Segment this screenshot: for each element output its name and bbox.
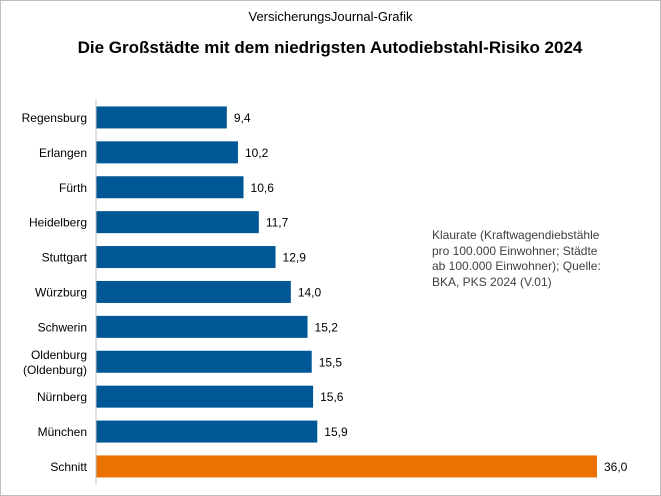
bar-0 — [96, 106, 227, 129]
value-label-8: 15,6 — [320, 390, 344, 404]
category-label-0: Regensburg — [22, 111, 87, 125]
value-label-4: 12,9 — [283, 251, 307, 265]
bar-2 — [96, 176, 244, 199]
bars-group — [96, 106, 597, 478]
chart-title: Die Großstädte mit dem niedrigsten Autod… — [77, 38, 583, 57]
category-label-7: Oldenburg (Oldenburg) — [23, 348, 87, 377]
chart-note: Klaurate (Kraftwagendiebstähle pro 100.0… — [432, 228, 601, 289]
value-label-6: 15,2 — [315, 320, 339, 334]
category-label-1: Erlangen — [39, 146, 87, 160]
category-labels-group: Regensburg Erlangen Fürth Heidelberg Stuttga… — [22, 111, 88, 474]
value-label-7: 15,5 — [319, 355, 343, 369]
bar-5 — [96, 280, 291, 303]
value-label-2: 10,6 — [251, 181, 275, 195]
bar-10 — [96, 455, 597, 478]
value-label-10: 36,0 — [604, 460, 628, 474]
bar-9 — [96, 420, 318, 443]
value-label-3: 11,7 — [266, 216, 289, 230]
bar-8 — [96, 385, 314, 408]
bar-1 — [96, 141, 238, 164]
category-label-10: Schnitt — [50, 460, 87, 474]
category-label-4: Stuttgart — [42, 251, 88, 265]
category-label-6: Schwerin — [38, 320, 87, 334]
value-label-1: 10,2 — [245, 146, 269, 160]
category-label-3: Heidelberg — [29, 216, 87, 230]
chart-source-label: VersicherungsJournal-Grafik — [248, 9, 413, 24]
value-label-0: 9,4 — [234, 111, 251, 125]
value-label-9: 15,9 — [324, 425, 348, 439]
bar-7 — [96, 350, 312, 373]
bar-4 — [96, 246, 276, 269]
category-label-5: Würzburg — [35, 285, 87, 299]
category-label-9: München — [38, 425, 87, 439]
category-label-2: Fürth — [59, 181, 87, 195]
category-label-8: Nürnberg — [37, 390, 87, 404]
bar-3 — [96, 211, 259, 234]
value-label-5: 14,0 — [298, 285, 322, 299]
value-labels-group: 9,4 10,2 10,6 11,7 12,9 14,0 15,2 15,5 15,6 15,9 3… — [234, 111, 628, 474]
bar-6 — [96, 315, 308, 338]
